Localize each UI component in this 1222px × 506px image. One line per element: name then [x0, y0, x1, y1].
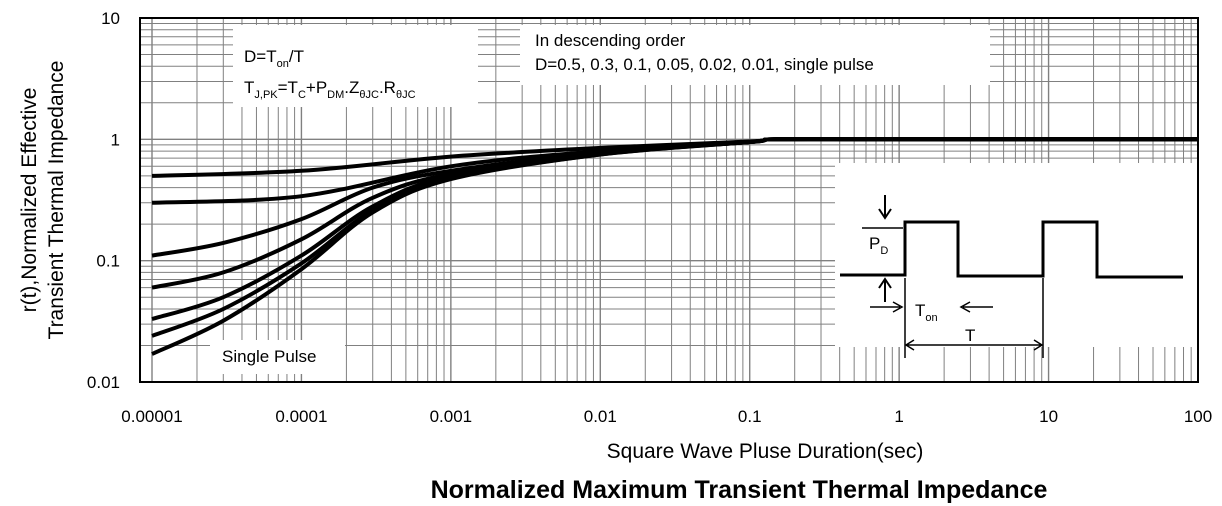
x-tick-label: 0.01 — [584, 407, 617, 426]
duty-formula: D=Ton/T — [244, 47, 304, 70]
x-tick-label: 0.001 — [430, 407, 473, 426]
x-tick-label: 0.1 — [738, 407, 762, 426]
junction-temp-formula: TJ,PK=TC+PDM.ZθJC.RθJC — [244, 78, 416, 101]
order-note-box — [520, 25, 990, 85]
single-pulse-box — [210, 340, 345, 374]
x-tick-label: 100 — [1184, 407, 1212, 426]
duty-formula-box — [233, 25, 478, 107]
impedance-curve-7 — [151, 137, 1198, 356]
x-tick-label: 0.0001 — [275, 407, 327, 426]
period-label: T — [965, 326, 975, 345]
ton-arrow-left — [870, 301, 904, 313]
pulse-waveform-diagram: PD Ton T — [840, 195, 1183, 358]
ton-arrow-right — [959, 301, 993, 313]
tick-labels: 0.00001 0.0001 0.001 0.01 0.1 1 10 100 10 1 0.1 0.0… — [87, 9, 1212, 426]
period-arrow — [904, 339, 1044, 351]
single-pulse-label: Single Pulse — [222, 347, 317, 366]
order-note-line2: D=0.5, 0.3, 0.1, 0.05, 0.02, 0.01, singl… — [535, 55, 874, 74]
annotation-boxes — [210, 25, 1197, 374]
y-tick-label: 0.1 — [96, 252, 120, 271]
y-tick-label: 1 — [111, 130, 120, 149]
ton-label: Ton — [915, 301, 938, 324]
x-tick-label: 0.00001 — [121, 407, 182, 426]
impedance-curves — [151, 137, 1198, 356]
order-note-line1: In descending order — [535, 31, 686, 50]
plot-frame — [139, 17, 1199, 383]
y-tick-label: 0.01 — [87, 373, 120, 392]
pd-label: PD — [869, 234, 888, 257]
pd-arrow-bottom — [878, 277, 892, 302]
x-tick-label: 10 — [1039, 407, 1058, 426]
y-axis-title-line1: r(t),Normalized Effective — [18, 88, 41, 313]
pulse-waveform — [840, 220, 1183, 279]
chart-title: Normalized Maximum Transient Thermal Imp… — [431, 476, 1048, 504]
y-tick-label: 10 — [101, 9, 120, 28]
pd-arrow-top — [878, 195, 892, 220]
x-axis-title: Square Wave Pluse Duration(sec) — [607, 440, 924, 463]
pulse-diagram-box — [835, 163, 1197, 347]
y-axis-title-line2: Transient Thermal Impedance — [45, 61, 68, 340]
x-tick-label: 1 — [894, 407, 903, 426]
